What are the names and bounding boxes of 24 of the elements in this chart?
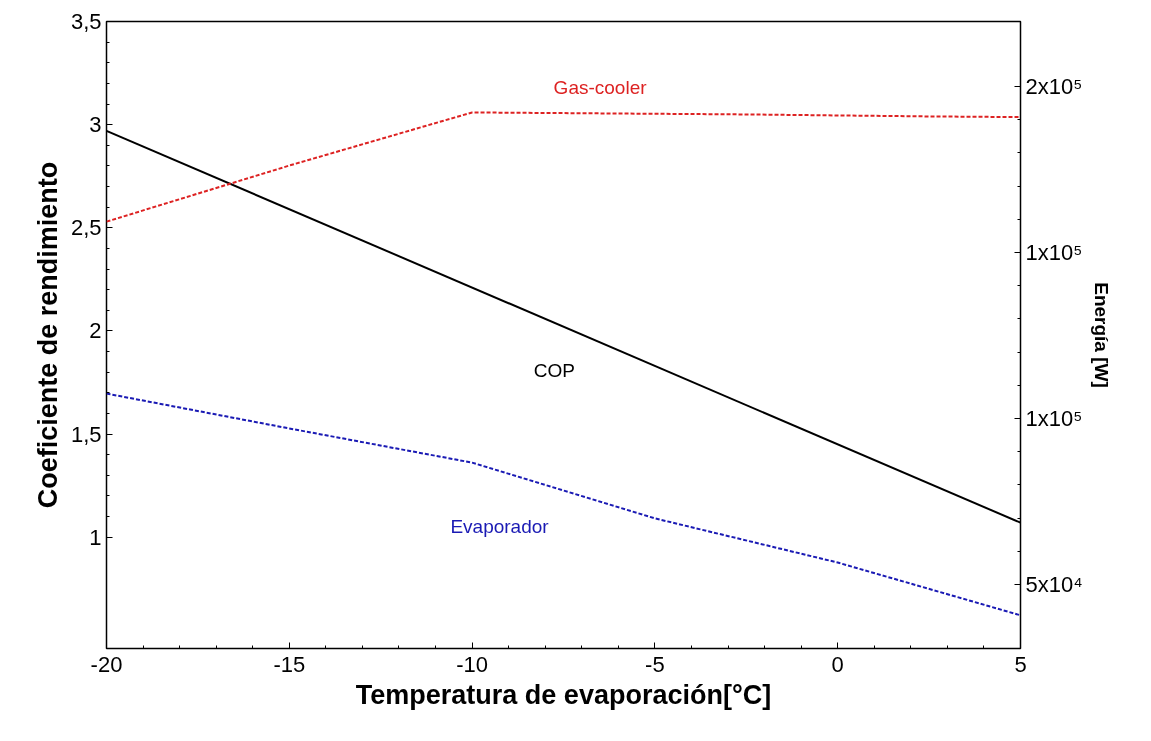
- series-label: Gas-cooler: [553, 76, 648, 98]
- x-tick-label: -10: [456, 651, 488, 677]
- x-axis-title: Temperatura de evaporación[°C]: [355, 679, 772, 710]
- y-tick-label: 2,5: [70, 215, 102, 241]
- y2-tick-label: 5x10⁴: [1025, 571, 1083, 597]
- y-axis-title: Coeficiente de rendimiento: [32, 161, 63, 509]
- series-label: COP: [533, 360, 575, 382]
- line-series: [106, 392, 1021, 617]
- y-tick-label: 1,5: [70, 421, 102, 447]
- y2-tick-label: 1x10⁵: [1025, 405, 1083, 431]
- x-tick-label: -15: [273, 651, 306, 677]
- y-tick-label: 3: [89, 112, 102, 138]
- x-tick-label: 5: [1014, 651, 1027, 677]
- y-tick-label: 3,5: [70, 9, 102, 34]
- x-tick-label: -20: [90, 651, 123, 677]
- y2-axis-title: Energía [W]: [1090, 282, 1112, 388]
- line-series: [106, 111, 1021, 223]
- y-tick-label: 1: [89, 524, 102, 550]
- series-label: Evaporador: [450, 516, 550, 538]
- x-tick-label: -5: [645, 651, 665, 677]
- y2-tick-label: 2x10⁵: [1025, 74, 1083, 100]
- y-tick-label: 2: [89, 318, 102, 344]
- x-tick-label: 0: [831, 651, 844, 677]
- y2-tick-label: 1x10⁵: [1025, 240, 1083, 266]
